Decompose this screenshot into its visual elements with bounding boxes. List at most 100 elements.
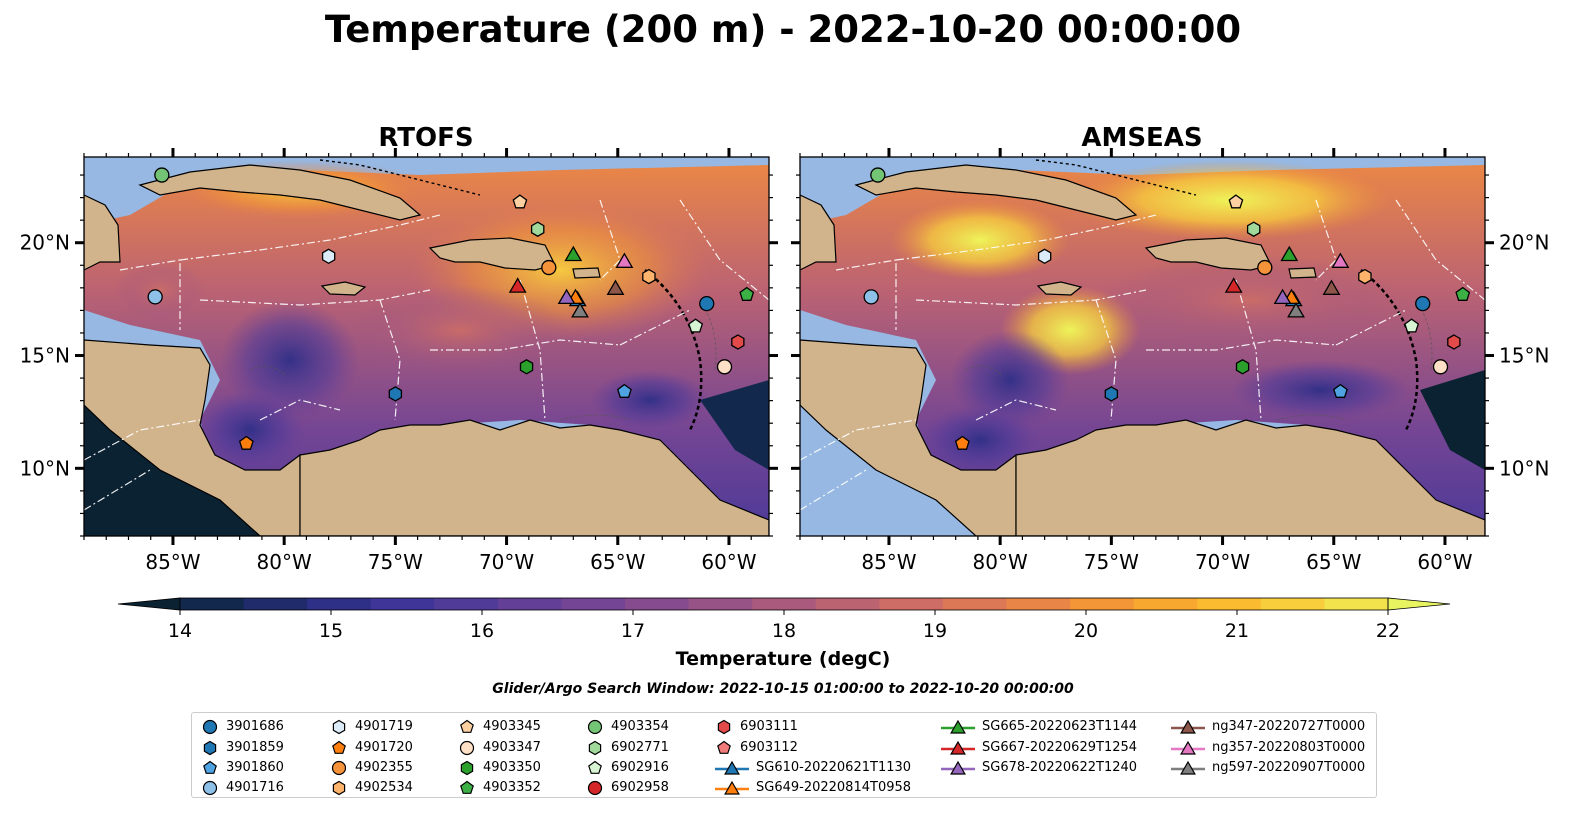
legend-marker-icon xyxy=(332,781,346,796)
legend-marker-icon xyxy=(587,781,603,796)
land-south-america xyxy=(299,419,769,536)
colorbar-segment xyxy=(688,598,753,610)
legend-label: SG610-20220621T1130 xyxy=(756,759,912,775)
observation-marker xyxy=(508,277,527,293)
legend-label: 4903345 xyxy=(483,719,541,735)
legend-column: ng347-20220727T0000 ng357-20220803T0000 ng… xyxy=(1170,717,1365,778)
legend-entry: 3901859 xyxy=(200,737,284,757)
legend-marker-icon xyxy=(1171,740,1205,755)
land-cuba xyxy=(138,164,422,221)
land-lesser-antilles xyxy=(644,269,703,431)
legend-entry: 4903345 xyxy=(457,717,541,737)
legend-label: 4903350 xyxy=(483,759,541,775)
legend-marker-icon xyxy=(203,760,217,774)
lat-tick-label: 20°N xyxy=(1499,231,1549,255)
colorbar-tick-label: 17 xyxy=(621,620,645,642)
legend-marker-icon xyxy=(331,760,347,776)
legend-label: 3901860 xyxy=(226,759,284,775)
cool-region xyxy=(1230,360,1410,420)
lon-tick-label: 75°W xyxy=(1084,550,1139,574)
axes-layer: 85°W 80°W 75°W 70°W 65°W 60°W 20°N 15°N 10°N 85°W… xyxy=(20,148,1549,574)
observation-marker xyxy=(870,167,886,183)
observation-marker xyxy=(1358,268,1372,285)
legend-label: ng347-20220727T0000 xyxy=(1212,719,1366,735)
observation-marker xyxy=(699,295,715,312)
pacific-ocean xyxy=(84,405,260,536)
land-puerto-rico xyxy=(572,267,601,279)
observation-marker xyxy=(1432,359,1449,375)
legend-marker-icon xyxy=(941,760,975,775)
legend-label: 4902534 xyxy=(355,780,413,796)
colorbar-segments xyxy=(117,597,1451,611)
observation-marker xyxy=(571,302,589,318)
legend-label: SG665-20220623T1144 xyxy=(982,719,1138,735)
legend-label: 6902958 xyxy=(611,780,669,796)
colorbar-tick-label: 21 xyxy=(1225,620,1249,642)
land-central-america xyxy=(84,339,301,536)
legend-marker-icon xyxy=(460,760,474,776)
colorbar-segment xyxy=(561,598,626,610)
legend-column: 4903354 6902771 6902916 6902958 xyxy=(585,717,669,799)
legend-entry: SG678-20220622T1240 xyxy=(940,758,1137,778)
observation-marker xyxy=(1280,245,1299,262)
legend-entry: 3901686 xyxy=(200,717,284,737)
legend-entry: 4901719 xyxy=(329,717,413,737)
legend-label: SG649-20220814T0958 xyxy=(756,780,912,796)
legend-entry: 6903112 xyxy=(714,737,911,757)
colorbar-segment xyxy=(1070,598,1135,610)
land-bahamas xyxy=(1035,159,1197,196)
legend-label: SG678-20220622T1240 xyxy=(982,759,1138,775)
legend-label: 4903347 xyxy=(483,739,541,755)
observation-marker xyxy=(1235,359,1250,375)
lat-tick-label: 10°N xyxy=(1499,456,1549,480)
legend-entry: 4901716 xyxy=(200,778,284,798)
colorbar-segment xyxy=(625,598,690,610)
legend-label: 4903354 xyxy=(611,719,669,735)
lat-tick-label: 15°N xyxy=(20,344,70,368)
colorbar-segment xyxy=(243,598,308,610)
observation-marker xyxy=(512,194,528,209)
colorbar-segment xyxy=(307,598,372,610)
colorbar-extend-high xyxy=(1387,597,1451,611)
colorbar-segment xyxy=(497,598,562,610)
legend-marker-icon xyxy=(203,740,217,755)
colorbar: 14 15 16 17 18 19 20 21 22 Temperature (degC) xyxy=(117,597,1451,670)
colorbar-segment xyxy=(942,598,1008,610)
legend-entry: SG649-20220814T0958 xyxy=(714,778,911,798)
observation-marker xyxy=(1287,302,1305,318)
legend-entry: 4903350 xyxy=(457,758,541,778)
observation-marker xyxy=(606,279,625,295)
lon-tick-label: 75°W xyxy=(368,550,423,574)
legend-marker-icon xyxy=(717,719,731,735)
land-jamaica xyxy=(320,281,367,296)
legend-marker-icon xyxy=(459,740,475,755)
colorbar-segment xyxy=(434,598,499,610)
colorbar-tick-label: 14 xyxy=(168,620,192,642)
observation-marker xyxy=(557,288,576,305)
land-hispaniola xyxy=(428,237,556,271)
observation-marker xyxy=(564,245,583,262)
legend-entry: 4902355 xyxy=(329,758,413,778)
colorbar-segment xyxy=(1133,598,1198,610)
legend-entry: 4903354 xyxy=(585,717,669,737)
observation-marker xyxy=(617,383,632,398)
colorbar-segment xyxy=(1197,598,1262,610)
lon-tick-label: 80°W xyxy=(973,550,1028,574)
observation-marker xyxy=(1228,194,1244,209)
lon-tick-label: 65°W xyxy=(1306,550,1361,574)
legend-marker-icon xyxy=(460,719,474,734)
legend-label: 3901686 xyxy=(226,719,284,735)
legend-marker-icon xyxy=(1171,760,1205,775)
observation-marker xyxy=(1415,295,1431,312)
observation-marker xyxy=(1273,288,1292,305)
legend-marker-icon xyxy=(941,740,975,755)
colorbar-segment xyxy=(815,598,880,610)
legend-entry: 3901860 xyxy=(200,758,284,778)
legend-entry: 4901720 xyxy=(329,737,413,757)
lon-tick-label: 60°W xyxy=(701,550,756,574)
observation-markers xyxy=(147,167,1471,450)
lat-tick-label: 20°N xyxy=(20,231,70,255)
observation-marker xyxy=(1447,334,1461,350)
colorbar-extend-low xyxy=(117,597,181,611)
